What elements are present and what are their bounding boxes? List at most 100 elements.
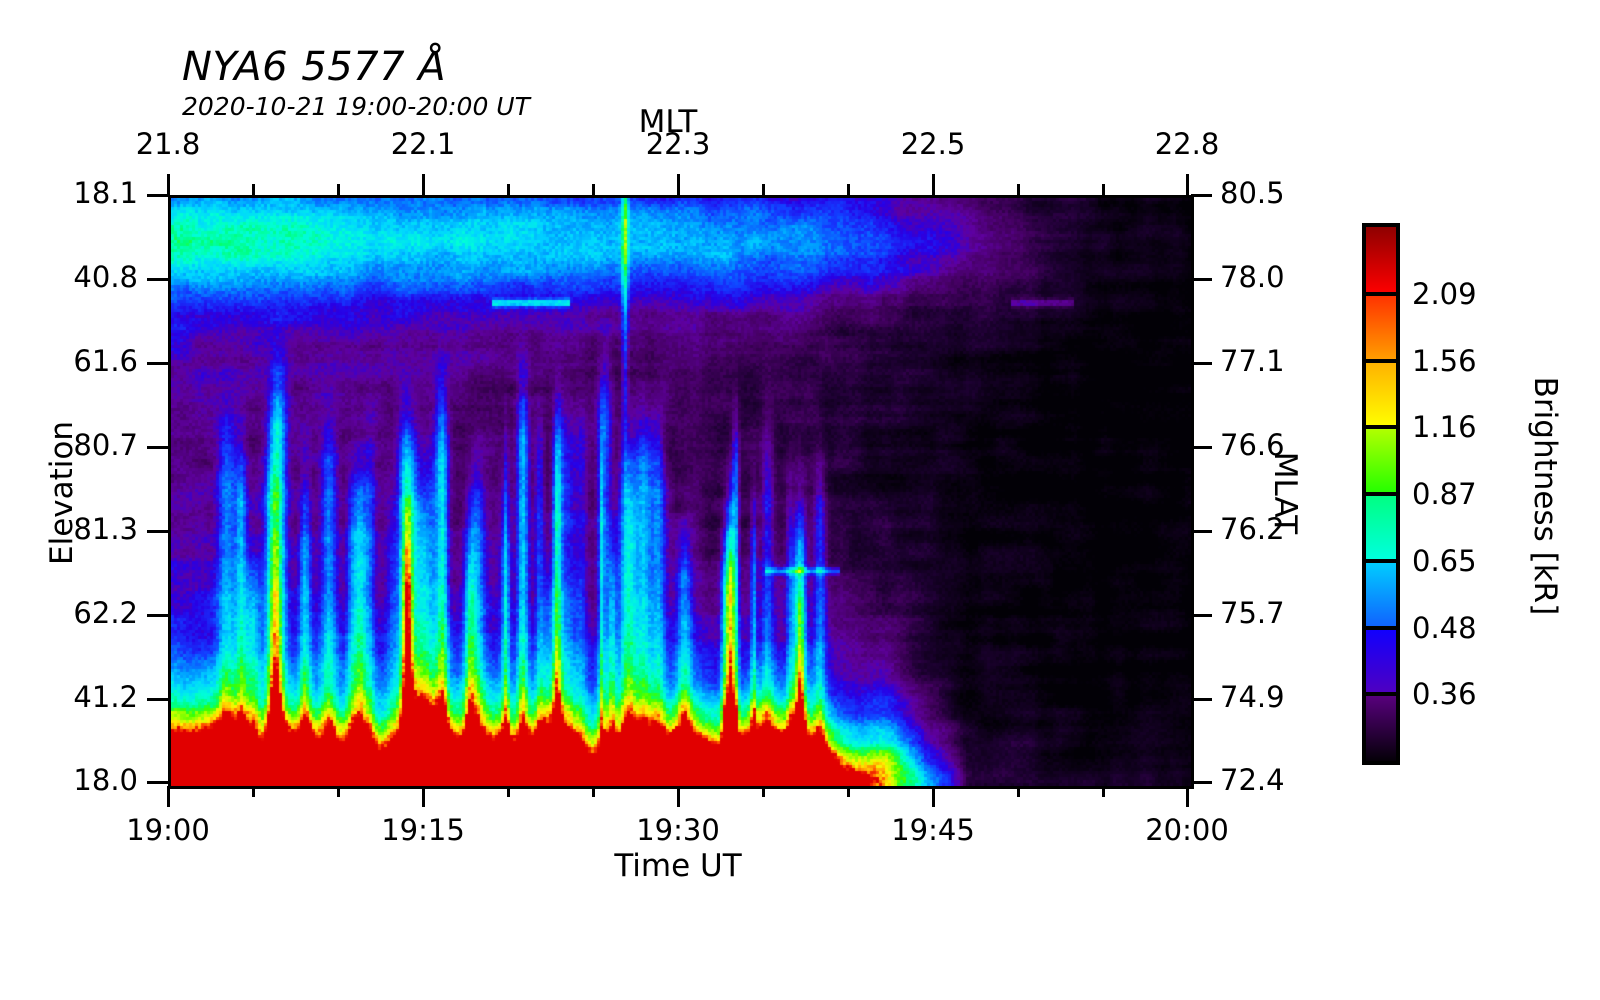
y-tick-major-3 <box>147 446 168 449</box>
x2-tick-minor-0-1 <box>252 184 255 195</box>
colorbar-divider-6 <box>1362 625 1400 630</box>
colorbar-tick-label-0: 2.09 <box>1412 276 1477 311</box>
y-tick-label-7: 18.0 <box>73 763 138 797</box>
x-tick-label-4: 20:00 <box>1145 813 1229 847</box>
x2-tick-label-4: 22.8 <box>1154 127 1220 161</box>
x-tick-minor-2-1 <box>762 786 765 797</box>
x-tick-minor-0-1 <box>252 786 255 797</box>
x-tick-minor-3-2 <box>1102 786 1105 797</box>
y2-axis-title: MLAT <box>1267 451 1303 535</box>
x2-tick-major-4 <box>1186 174 1189 195</box>
x-tick-label-0: 19:00 <box>126 813 210 847</box>
x-axis-title: Time UT <box>614 848 742 884</box>
x-tick-minor-2-2 <box>847 786 850 797</box>
x-tick-minor-1-2 <box>592 786 595 797</box>
y-tick-major-2 <box>147 362 168 365</box>
y-tick-label-0: 18.1 <box>73 176 138 210</box>
x2-tick-minor-2-1 <box>762 184 765 195</box>
y-tick-label-3: 80.7 <box>73 428 138 462</box>
y2-tick-label-3: 76.6 <box>1220 428 1285 462</box>
y-tick-major-0 <box>147 194 168 197</box>
x-tick-minor-3-1 <box>1017 786 1020 797</box>
colorbar-segment-2 <box>1366 360 1396 428</box>
x-tick-major-3 <box>932 786 935 807</box>
x-tick-major-4 <box>1186 786 1189 807</box>
y-tick-label-5: 62.2 <box>73 596 138 630</box>
colorbar-tick-label-4: 0.65 <box>1412 543 1477 578</box>
colorbar-tick-label-6: 0.36 <box>1412 677 1477 712</box>
y2-tick-major-1 <box>1191 278 1212 281</box>
colorbar-tick-label-2: 1.16 <box>1412 410 1477 445</box>
colorbar-segment-4 <box>1366 494 1396 561</box>
y-axis-title: Elevation <box>44 421 80 565</box>
x2-tick-label-0: 21.8 <box>135 127 201 161</box>
x2-tick-major-0 <box>167 174 170 195</box>
x2-tick-label-3: 22.5 <box>900 127 966 161</box>
colorbar-segment-1 <box>1366 293 1396 361</box>
y-tick-label-1: 40.8 <box>73 260 138 294</box>
x2-tick-label-2: 22.3 <box>645 127 711 161</box>
y-tick-label-6: 41.2 <box>73 680 138 714</box>
y-tick-major-7 <box>147 781 168 784</box>
y2-tick-label-6: 74.9 <box>1220 680 1285 714</box>
colorbar-tick-label-1: 1.56 <box>1412 343 1477 378</box>
colorbar-segment-7 <box>1366 694 1396 761</box>
y2-tick-label-2: 77.1 <box>1220 344 1285 378</box>
x-tick-minor-0-2 <box>337 786 340 797</box>
y2-tick-major-5 <box>1191 614 1212 617</box>
x-tick-label-2: 19:30 <box>636 813 720 847</box>
colorbar-tick-label-5: 0.48 <box>1412 610 1477 645</box>
y-tick-major-6 <box>147 698 168 701</box>
x-tick-minor-1-1 <box>507 786 510 797</box>
colorbar-segment-0 <box>1366 227 1396 294</box>
colorbar <box>1362 223 1400 765</box>
keogram-image <box>171 198 1191 786</box>
colorbar-divider-2 <box>1362 358 1400 363</box>
figure-subtitle: 2020-10-21 19:00-20:00 UT <box>182 92 530 121</box>
colorbar-divider-4 <box>1362 492 1400 496</box>
y-tick-label-4: 81.3 <box>73 512 138 546</box>
y-tick-major-4 <box>147 530 168 533</box>
y2-tick-major-3 <box>1191 446 1212 449</box>
x2-tick-minor-0-2 <box>337 184 340 195</box>
x2-tick-major-2 <box>677 174 680 195</box>
colorbar-title: Brightness [kR] <box>1527 376 1563 616</box>
y-tick-label-2: 61.6 <box>73 344 138 378</box>
y-tick-major-1 <box>147 278 168 281</box>
colorbar-divider-1 <box>1362 291 1400 296</box>
x2-tick-label-1: 22.1 <box>390 127 456 161</box>
x-tick-label-1: 19:15 <box>381 813 465 847</box>
colorbar-divider-5 <box>1362 558 1400 563</box>
y2-tick-major-4 <box>1191 530 1212 533</box>
y-tick-major-5 <box>147 614 168 617</box>
y2-tick-major-7 <box>1191 781 1212 784</box>
y2-tick-label-7: 72.4 <box>1220 763 1285 797</box>
x2-tick-major-3 <box>932 174 935 195</box>
x-tick-major-2 <box>677 786 680 807</box>
colorbar-segment-6 <box>1366 627 1396 695</box>
y2-tick-major-6 <box>1191 698 1212 701</box>
colorbar-segment-3 <box>1366 427 1396 494</box>
colorbar-divider-3 <box>1362 425 1400 430</box>
x2-axis-title: MLT <box>638 104 698 140</box>
x-tick-label-3: 19:45 <box>891 813 975 847</box>
y2-tick-major-2 <box>1191 362 1212 365</box>
y2-tick-label-1: 78.0 <box>1220 260 1285 294</box>
y2-tick-label-4: 76.2 <box>1220 512 1285 546</box>
x2-tick-minor-1-1 <box>507 184 510 195</box>
x2-tick-minor-3-1 <box>1017 184 1020 195</box>
colorbar-segment-5 <box>1366 560 1396 628</box>
y2-tick-label-0: 80.5 <box>1220 176 1285 210</box>
x-tick-major-1 <box>422 786 425 807</box>
y2-tick-label-5: 75.7 <box>1220 596 1285 630</box>
keogram-plot-area <box>168 195 1194 789</box>
colorbar-divider-7 <box>1362 692 1400 697</box>
x2-tick-minor-1-2 <box>592 184 595 195</box>
figure-title: NYA6 5577 Å <box>182 44 447 90</box>
x2-tick-major-1 <box>422 174 425 195</box>
x2-tick-minor-2-2 <box>847 184 850 195</box>
colorbar-tick-label-3: 0.87 <box>1412 477 1477 511</box>
colorbar-gradient <box>1362 223 1400 765</box>
x2-tick-minor-3-2 <box>1102 184 1105 195</box>
